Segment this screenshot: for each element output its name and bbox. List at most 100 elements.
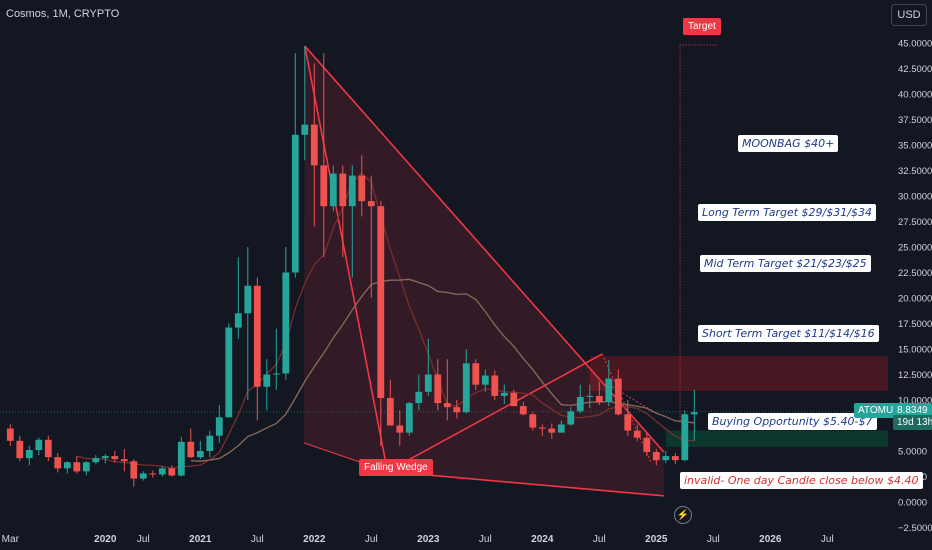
candle-body bbox=[548, 428, 556, 433]
candle-body bbox=[510, 392, 518, 407]
candle-body bbox=[405, 403, 413, 433]
wedge-upper-line bbox=[304, 45, 665, 453]
candle-body bbox=[643, 437, 651, 453]
time-tick-label: Jul bbox=[707, 534, 720, 545]
candle-body bbox=[73, 462, 81, 472]
candle-body bbox=[491, 375, 499, 396]
candle-body bbox=[500, 392, 508, 396]
candle-body bbox=[82, 462, 90, 472]
short-term-target-label: Short Term Target $11/$14/$16 bbox=[698, 325, 879, 342]
resistance-zone bbox=[589, 356, 888, 391]
candles bbox=[6, 46, 698, 487]
candle-body bbox=[158, 468, 166, 475]
candle-body bbox=[44, 439, 52, 458]
candle-body bbox=[25, 449, 33, 459]
price-tick-label: 15.0000 bbox=[898, 345, 932, 356]
price-tick-label: 12.5000 bbox=[898, 370, 932, 381]
time-tick-label: 2023 bbox=[417, 534, 440, 545]
time-tick-label: 2025 bbox=[645, 534, 668, 545]
price-tick-label: 30.0000 bbox=[898, 192, 932, 203]
candle-body bbox=[320, 165, 328, 207]
candle-body bbox=[310, 124, 318, 166]
candle-body bbox=[358, 175, 366, 202]
time-tick-label: 2022 bbox=[303, 534, 326, 545]
time-tick-label: 2024 bbox=[531, 534, 554, 545]
candle-body bbox=[681, 414, 689, 461]
wedge-fill bbox=[303, 46, 664, 496]
price-tick-label: 25.0000 bbox=[898, 243, 932, 254]
candle-body bbox=[576, 396, 584, 412]
price-tick-label: 27.5000 bbox=[898, 217, 932, 228]
time-tick-label: Jul bbox=[479, 534, 492, 545]
target-label: Target bbox=[683, 18, 721, 35]
candle-body bbox=[206, 435, 214, 451]
candle-body bbox=[244, 285, 252, 314]
price-tick-label: 0.0000 bbox=[898, 498, 927, 509]
time-tick-label: Jul bbox=[365, 534, 378, 545]
time-tick-label: Jul bbox=[137, 534, 150, 545]
candle-body bbox=[662, 456, 670, 461]
time-tick-label: 2026 bbox=[759, 534, 782, 545]
candle-body bbox=[671, 456, 679, 461]
wedge-lower-line bbox=[387, 470, 664, 497]
channel-line bbox=[387, 353, 603, 473]
candle-body bbox=[348, 175, 356, 207]
candle-body bbox=[538, 427, 546, 429]
candle-body bbox=[6, 428, 14, 441]
candle-body bbox=[16, 440, 24, 459]
candle-body bbox=[149, 473, 157, 475]
price-tick-label: 5.0000 bbox=[898, 447, 927, 458]
long-term-target-label: Long Term Target $29/$31/$34 bbox=[698, 204, 876, 221]
candle-body bbox=[111, 456, 119, 460]
currency-button[interactable]: USD bbox=[891, 4, 927, 26]
candle-body bbox=[519, 406, 527, 415]
candle-body bbox=[54, 457, 62, 469]
candle-body bbox=[595, 395, 603, 403]
candle-body bbox=[443, 403, 451, 408]
candle-body bbox=[130, 461, 138, 479]
price-tick-label: 32.5000 bbox=[898, 166, 932, 177]
falling-wedge-label: Falling Wedge bbox=[359, 459, 433, 476]
candle-body bbox=[263, 374, 271, 387]
candle-body bbox=[35, 439, 43, 450]
candle-body bbox=[396, 425, 404, 433]
falling-wedge-pattern bbox=[303, 45, 665, 497]
candle-body bbox=[633, 430, 641, 438]
candle-body bbox=[120, 459, 128, 462]
time-axis: Mar 2020 Jul 2021 Jul 2022 Jul 2023 Jul 2024 Jul 20… bbox=[2, 534, 834, 545]
candle-body bbox=[177, 441, 185, 476]
time-tick-label: 2021 bbox=[189, 534, 212, 545]
price-tick-label: 10.0000 bbox=[898, 396, 932, 407]
candle-body bbox=[196, 451, 204, 458]
candle-body bbox=[434, 374, 442, 404]
candle-body bbox=[92, 458, 100, 463]
candle-body bbox=[472, 363, 480, 385]
candle-body bbox=[377, 206, 385, 398]
time-tick-label: 2020 bbox=[94, 534, 117, 545]
candle-body bbox=[225, 327, 233, 418]
flash-icon[interactable]: ⚡ bbox=[674, 506, 692, 524]
candle-body bbox=[367, 201, 375, 207]
time-tick-label: Jul bbox=[821, 534, 834, 545]
time-tick-label: Jul bbox=[593, 534, 606, 545]
price-tick-label: 42.5000 bbox=[898, 64, 932, 75]
candle-body bbox=[624, 414, 632, 431]
candle-body bbox=[462, 363, 470, 413]
candle-body bbox=[282, 272, 290, 374]
wedge-drop-line bbox=[304, 45, 389, 472]
mid-term-target-label: Mid Term Target $21/$23/$25 bbox=[700, 255, 871, 272]
price-tick-label: 45.0000 bbox=[898, 39, 932, 50]
price-tick-label: 35.0000 bbox=[898, 141, 932, 152]
target-path bbox=[679, 44, 717, 421]
candle-body bbox=[415, 391, 423, 404]
zones bbox=[0, 44, 888, 447]
candle-body bbox=[168, 468, 176, 476]
candle-body bbox=[291, 134, 299, 273]
candle-body bbox=[101, 456, 109, 459]
candle-body bbox=[424, 374, 432, 392]
candle-body bbox=[253, 285, 261, 387]
candle-body bbox=[586, 395, 594, 397]
candle-body bbox=[690, 412, 698, 415]
candle-body bbox=[453, 407, 461, 413]
